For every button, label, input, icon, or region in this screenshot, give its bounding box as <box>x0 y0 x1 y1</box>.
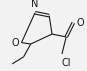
Text: O: O <box>76 18 84 28</box>
Text: O: O <box>11 38 19 48</box>
Text: Cl: Cl <box>62 58 71 68</box>
Text: N: N <box>31 0 39 9</box>
